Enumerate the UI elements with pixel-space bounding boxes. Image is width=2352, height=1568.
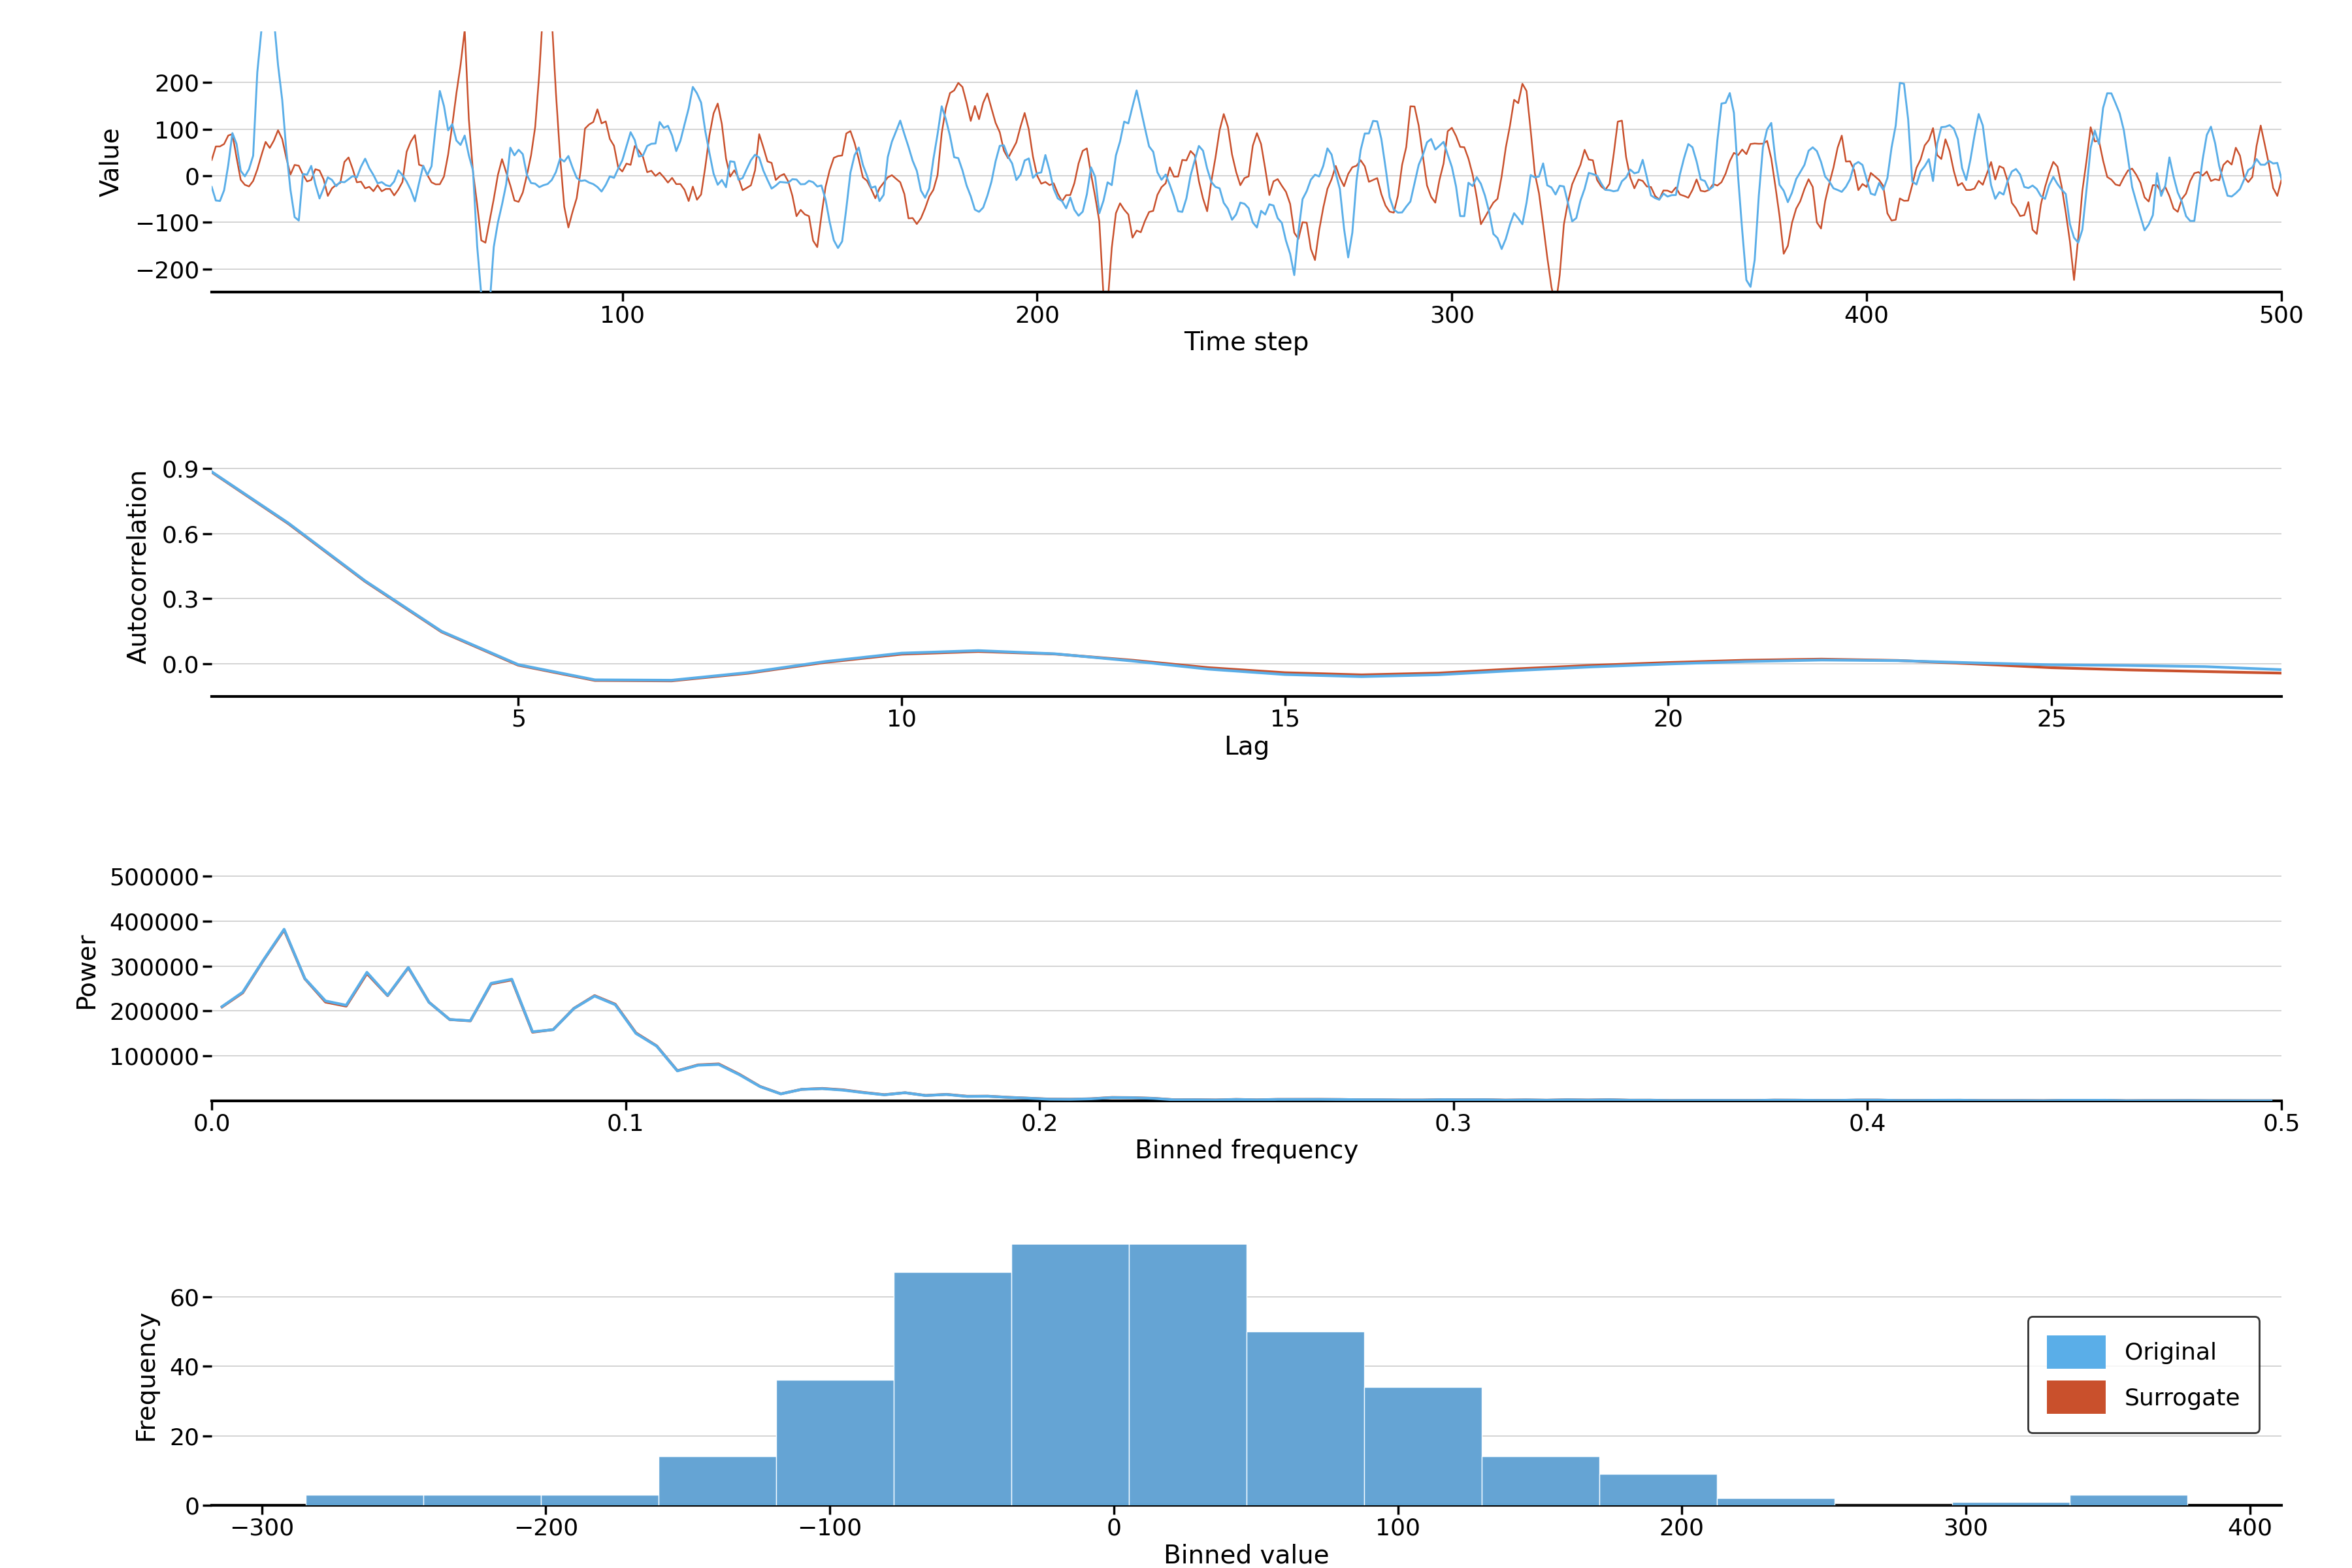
Bar xyxy=(1599,1474,1717,1505)
Bar xyxy=(2070,1494,2187,1505)
Bar xyxy=(659,1457,776,1505)
Bar xyxy=(894,1272,1011,1505)
Bar xyxy=(1952,1502,2070,1505)
Bar xyxy=(1482,1457,1599,1505)
Bar xyxy=(1011,935,1129,1505)
X-axis label: Time step: Time step xyxy=(1183,331,1310,354)
Bar xyxy=(1364,1388,1482,1505)
Bar xyxy=(1129,1168,1247,1505)
X-axis label: Lag: Lag xyxy=(1223,735,1270,759)
Y-axis label: Autocorrelation: Autocorrelation xyxy=(127,469,151,663)
Y-axis label: Value: Value xyxy=(99,127,125,196)
Bar xyxy=(1247,1331,1364,1505)
Bar xyxy=(776,1380,894,1505)
Bar xyxy=(1952,1502,2070,1505)
Bar xyxy=(894,1272,1011,1505)
Bar xyxy=(1717,1499,1835,1505)
Bar xyxy=(1599,1474,1717,1505)
Bar xyxy=(1011,935,1129,1505)
Legend: Original, Surrogate: Original, Surrogate xyxy=(2027,1317,2260,1433)
Y-axis label: Power: Power xyxy=(73,931,99,1008)
X-axis label: Binned frequency: Binned frequency xyxy=(1134,1138,1359,1163)
Y-axis label: Frequency: Frequency xyxy=(134,1309,158,1441)
Bar xyxy=(1247,1331,1364,1505)
Bar xyxy=(541,1494,659,1505)
Bar xyxy=(423,1494,541,1505)
Bar xyxy=(306,1494,423,1505)
Bar xyxy=(541,1494,659,1505)
Bar xyxy=(1129,1168,1247,1505)
Bar xyxy=(776,1380,894,1505)
Bar xyxy=(2070,1494,2187,1505)
Bar xyxy=(1717,1499,1835,1505)
Bar xyxy=(1482,1457,1599,1505)
Bar xyxy=(659,1457,776,1505)
Bar xyxy=(1364,1388,1482,1505)
Bar xyxy=(423,1494,541,1505)
Bar xyxy=(306,1494,423,1505)
X-axis label: Binned value: Binned value xyxy=(1164,1543,1329,1568)
